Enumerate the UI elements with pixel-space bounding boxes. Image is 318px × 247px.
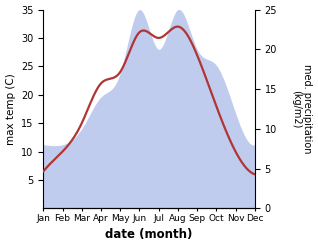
- X-axis label: date (month): date (month): [105, 228, 193, 242]
- Y-axis label: max temp (C): max temp (C): [5, 73, 16, 145]
- Y-axis label: med. precipitation
(kg/m2): med. precipitation (kg/m2): [291, 64, 313, 154]
